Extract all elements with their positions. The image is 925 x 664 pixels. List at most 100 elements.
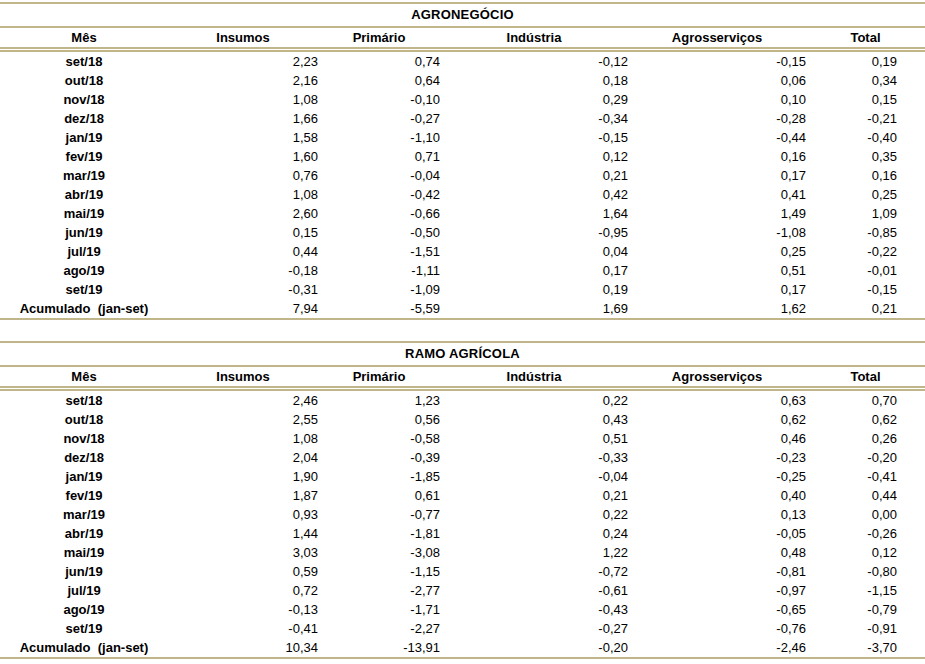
value-cell: -0,20 bbox=[440, 638, 628, 658]
month-cell: jul/19 bbox=[0, 581, 168, 600]
column-header: Insumos bbox=[168, 367, 318, 389]
value-cell: 1,22 bbox=[440, 543, 628, 562]
month-cell: fev/19 bbox=[0, 486, 168, 505]
value-cell: 0,25 bbox=[806, 185, 925, 204]
month-cell: out/18 bbox=[0, 410, 168, 429]
value-cell: 0,74 bbox=[318, 50, 440, 72]
table-row: mai/193,03-3,081,220,480,12 bbox=[0, 543, 925, 562]
value-cell: -0,26 bbox=[806, 524, 925, 543]
value-cell: 0,15 bbox=[168, 223, 318, 242]
value-cell: -0,28 bbox=[628, 109, 806, 128]
value-cell: -0,18 bbox=[168, 261, 318, 280]
value-cell: -3,70 bbox=[806, 638, 925, 658]
value-cell: -0,97 bbox=[628, 581, 806, 600]
table-row: jun/190,59-1,15-0,72-0,81-0,80 bbox=[0, 562, 925, 581]
table-header: MêsInsumosPrimárioIndústriaAgrosserviços… bbox=[0, 367, 925, 389]
value-cell: 1,69 bbox=[440, 299, 628, 319]
value-cell: -3,08 bbox=[318, 543, 440, 562]
value-cell: -0,27 bbox=[440, 619, 628, 638]
month-cell: jun/19 bbox=[0, 223, 168, 242]
table-row: ago/19-0,13-1,71-0,43-0,65-0,79 bbox=[0, 600, 925, 619]
table-row: jun/190,15-0,50-0,95-1,08-0,85 bbox=[0, 223, 925, 242]
column-header: Agrosserviços bbox=[628, 28, 806, 50]
month-cell: ago/19 bbox=[0, 600, 168, 619]
month-cell: dez/18 bbox=[0, 448, 168, 467]
month-cell: set/18 bbox=[0, 50, 168, 72]
value-cell: -0,79 bbox=[806, 600, 925, 619]
month-cell: mai/19 bbox=[0, 204, 168, 223]
value-cell: 1,60 bbox=[168, 147, 318, 166]
value-cell: 0,63 bbox=[628, 389, 806, 411]
value-cell: 0,12 bbox=[806, 543, 925, 562]
value-cell: -1,15 bbox=[806, 581, 925, 600]
value-cell: 1,44 bbox=[168, 524, 318, 543]
month-cell: mai/19 bbox=[0, 543, 168, 562]
column-header: Insumos bbox=[168, 28, 318, 50]
table-row: nov/181,08-0,100,290,100,15 bbox=[0, 90, 925, 109]
value-cell: 3,03 bbox=[168, 543, 318, 562]
table-row: jul/190,72-2,77-0,61-0,97-1,15 bbox=[0, 581, 925, 600]
value-cell: 0,76 bbox=[168, 166, 318, 185]
value-cell: 2,23 bbox=[168, 50, 318, 72]
value-cell: 10,34 bbox=[168, 638, 318, 658]
table-row: ago/19-0,18-1,110,170,51-0,01 bbox=[0, 261, 925, 280]
value-cell: -0,33 bbox=[440, 448, 628, 467]
value-cell: -0,23 bbox=[628, 448, 806, 467]
table-body: set/182,230,74-0,12-0,150,19out/182,160,… bbox=[0, 50, 925, 320]
value-cell: 0,70 bbox=[806, 389, 925, 411]
value-cell: -0,12 bbox=[440, 50, 628, 72]
table-title-agronegocio: AGRONEGÓCIO bbox=[0, 2, 925, 28]
table-row: mai/192,60-0,661,641,491,09 bbox=[0, 204, 925, 223]
value-cell: -0,91 bbox=[806, 619, 925, 638]
value-cell: -2,77 bbox=[318, 581, 440, 600]
value-cell: 0,51 bbox=[440, 429, 628, 448]
value-cell: 1,08 bbox=[168, 90, 318, 109]
value-cell: 0,62 bbox=[806, 410, 925, 429]
value-cell: 0,24 bbox=[440, 524, 628, 543]
value-cell: -2,27 bbox=[318, 619, 440, 638]
month-cell: abr/19 bbox=[0, 524, 168, 543]
value-cell: 2,16 bbox=[168, 71, 318, 90]
value-cell: -0,13 bbox=[168, 600, 318, 619]
value-cell: 0,06 bbox=[628, 71, 806, 90]
value-cell: 7,94 bbox=[168, 299, 318, 319]
month-cell: ago/19 bbox=[0, 261, 168, 280]
month-cell: set/19 bbox=[0, 619, 168, 638]
value-cell: -2,46 bbox=[628, 638, 806, 658]
month-cell: Acumulado (jan-set) bbox=[0, 638, 168, 658]
value-cell: 1,90 bbox=[168, 467, 318, 486]
value-cell: 0,34 bbox=[806, 71, 925, 90]
column-header: Mês bbox=[0, 367, 168, 389]
value-cell: -5,59 bbox=[318, 299, 440, 319]
value-cell: 1,08 bbox=[168, 185, 318, 204]
value-cell: -0,61 bbox=[440, 581, 628, 600]
value-cell: -0,42 bbox=[318, 185, 440, 204]
value-cell: -0,41 bbox=[168, 619, 318, 638]
table-row: Acumulado (jan-set)7,94-5,591,691,620,21 bbox=[0, 299, 925, 319]
value-cell: 0,21 bbox=[440, 486, 628, 505]
month-cell: set/18 bbox=[0, 389, 168, 411]
value-cell: 0,22 bbox=[440, 505, 628, 524]
value-cell: 0,44 bbox=[806, 486, 925, 505]
value-cell: 0,35 bbox=[806, 147, 925, 166]
column-header: Indústria bbox=[440, 367, 628, 389]
value-cell: 2,55 bbox=[168, 410, 318, 429]
value-cell: 0,62 bbox=[628, 410, 806, 429]
table-row: jul/190,44-1,510,040,25-0,22 bbox=[0, 242, 925, 261]
month-cell: mar/19 bbox=[0, 505, 168, 524]
column-header: Mês bbox=[0, 28, 168, 50]
value-cell: 0,19 bbox=[806, 50, 925, 72]
column-header: Indústria bbox=[440, 28, 628, 50]
value-cell: 0,16 bbox=[806, 166, 925, 185]
value-cell: -1,71 bbox=[318, 600, 440, 619]
value-cell: -0,31 bbox=[168, 280, 318, 299]
value-cell: -0,21 bbox=[806, 109, 925, 128]
value-cell: 1,62 bbox=[628, 299, 806, 319]
month-cell: mar/19 bbox=[0, 166, 168, 185]
table-row: mar/190,76-0,040,210,170,16 bbox=[0, 166, 925, 185]
table-row: Acumulado (jan-set)10,34-13,91-0,20-2,46… bbox=[0, 638, 925, 658]
value-cell: 0,21 bbox=[440, 166, 628, 185]
value-cell: -1,10 bbox=[318, 128, 440, 147]
value-cell: 0,48 bbox=[628, 543, 806, 562]
table-row: nov/181,08-0,580,510,460,26 bbox=[0, 429, 925, 448]
